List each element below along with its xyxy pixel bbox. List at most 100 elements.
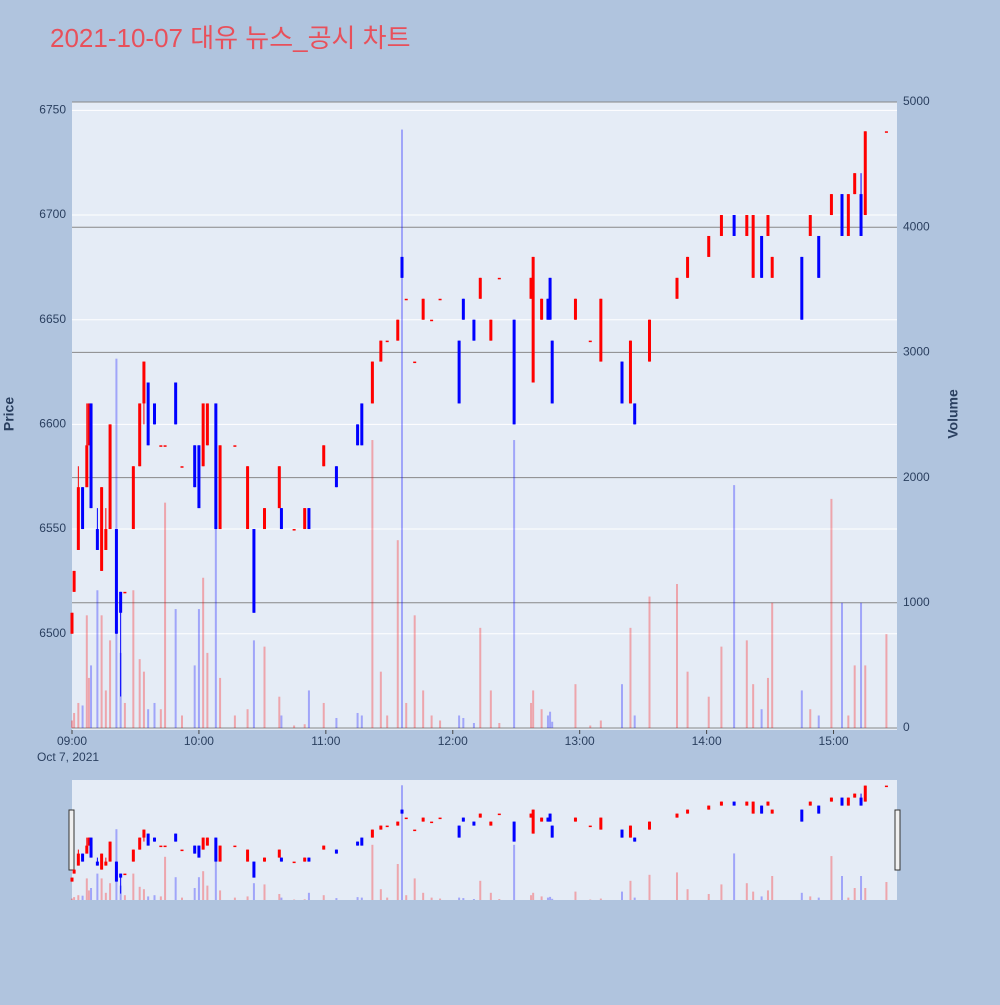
- mini-candle-body: [771, 810, 774, 814]
- candle-body: [90, 403, 93, 508]
- mini-candle-body: [458, 826, 461, 838]
- mini-volume-bar: [532, 893, 534, 900]
- candle-body: [707, 236, 710, 257]
- mini-candle-body: [540, 818, 543, 822]
- candle-body: [800, 257, 803, 320]
- candle-body: [489, 320, 492, 341]
- mini-volume-bar: [90, 888, 92, 900]
- volume-bar: [405, 703, 407, 728]
- volume-bar: [88, 678, 90, 728]
- mini-volume-bar: [278, 894, 280, 900]
- candle-body: [830, 194, 833, 215]
- mini-candle-body: [422, 818, 425, 822]
- mini-volume-bar: [198, 877, 200, 900]
- volume-bar: [733, 485, 735, 728]
- candle-body: [864, 131, 867, 215]
- mini-volume-bar: [308, 893, 310, 900]
- mini-volume-bar: [547, 898, 549, 900]
- mini-volume-bar: [720, 884, 722, 900]
- mini-candle-body: [841, 798, 844, 806]
- y2-tick-label: 3000: [903, 345, 930, 359]
- candle-body: [599, 299, 602, 362]
- mini-candle-body: [360, 838, 363, 846]
- volume-bar: [629, 628, 631, 728]
- mini-volume-bar: [847, 898, 849, 900]
- mini-volume-bar: [357, 897, 359, 900]
- candle-body: [396, 320, 399, 341]
- candle-body: [138, 403, 141, 466]
- volume-bar: [752, 684, 754, 728]
- candle-body: [752, 215, 755, 278]
- mini-candle-body: [405, 818, 408, 820]
- volume-bar: [181, 715, 183, 728]
- candle-body: [197, 445, 200, 508]
- mini-candle-body: [413, 830, 416, 832]
- candle-body: [841, 194, 844, 236]
- y2-tick-label: 0: [903, 720, 910, 734]
- candle-body: [532, 257, 535, 383]
- volume-bar: [154, 703, 156, 728]
- y2-tick-label: 5000: [903, 94, 930, 108]
- mini-volume-bar: [405, 895, 407, 900]
- mini-volume-bar: [371, 845, 373, 900]
- mini-volume-bar: [629, 881, 631, 900]
- mini-volume-bar: [206, 886, 208, 900]
- volume-bar: [143, 672, 145, 728]
- volume-bar: [219, 678, 221, 728]
- mini-volume-bar: [253, 883, 255, 900]
- mini-candle-body: [153, 838, 156, 842]
- volume-bar: [809, 709, 811, 728]
- candle-body: [621, 362, 624, 404]
- mini-candle-body: [119, 874, 122, 878]
- candle-body: [513, 320, 516, 425]
- mini-candle-body: [193, 846, 196, 854]
- candle-body: [549, 278, 552, 320]
- mini-volume-bar: [247, 896, 249, 900]
- volume-bar: [386, 715, 388, 728]
- mini-volume-bar: [600, 899, 602, 900]
- slider-handle-left[interactable]: [69, 810, 74, 870]
- candle-body: [648, 320, 651, 362]
- volume-bar: [264, 647, 266, 728]
- y2-tick-label: 4000: [903, 219, 930, 233]
- volume-bar: [864, 665, 866, 728]
- volume-bar: [175, 609, 177, 728]
- volume-bar: [676, 584, 678, 728]
- candle-body: [335, 466, 338, 487]
- volume-bar: [589, 725, 591, 728]
- volume-bar: [109, 640, 111, 728]
- mini-candle-body: [472, 822, 475, 826]
- mini-volume-bar: [490, 893, 492, 900]
- mini-candle-body: [720, 802, 723, 806]
- mini-candle-body: [138, 838, 141, 850]
- mini-candle-body: [293, 862, 296, 864]
- slider-handle-right[interactable]: [895, 810, 900, 870]
- volume-bar: [278, 697, 280, 728]
- volume-bar: [280, 715, 282, 728]
- candle-body: [589, 341, 592, 343]
- candle-body: [278, 466, 281, 508]
- y2-axis-label: Volume: [945, 389, 961, 439]
- mini-volume-bar: [361, 898, 363, 900]
- candle-body: [498, 278, 501, 280]
- mini-candle-body: [809, 802, 812, 806]
- volume-bar: [458, 715, 460, 728]
- candle-body: [159, 445, 162, 447]
- volume-bar: [77, 703, 79, 728]
- volume-bar: [885, 634, 887, 728]
- candle-body: [720, 215, 723, 236]
- mini-volume-bar: [809, 896, 811, 900]
- range-slider[interactable]: [72, 780, 897, 900]
- mini-volume-bar: [431, 898, 433, 900]
- mini-volume-bar: [458, 898, 460, 900]
- candle-body: [745, 215, 748, 236]
- mini-volume-bar: [82, 896, 84, 900]
- mini-candle-body: [752, 802, 755, 814]
- volume-bar: [687, 672, 689, 728]
- mini-volume-bar: [818, 898, 820, 900]
- volume-bar: [215, 528, 217, 728]
- mini-candle-body: [864, 786, 867, 802]
- candle-body: [322, 445, 325, 466]
- candle-body: [123, 592, 126, 594]
- mini-candle-body: [629, 826, 632, 838]
